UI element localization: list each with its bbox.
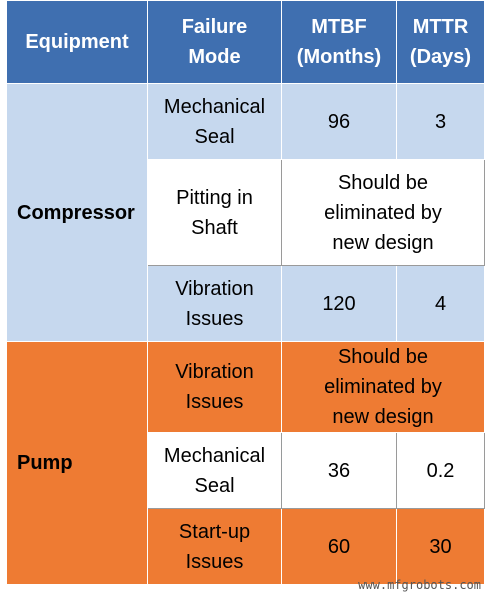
equipment-failure-table: Equipment Failure Mode MTBF (Months) MTTR(… [6,0,485,585]
failure-mode-cell: Mechanical Seal [147,432,282,509]
mtbf-cell: 120 [281,265,397,342]
failure-mode-cell: Vibration Issues [147,341,282,433]
equipment-compressor: Compressor [6,83,148,342]
failure-mode-cell: Mechanical Seal [147,83,282,160]
failure-mode-cell: Vibration Issues [147,265,282,342]
mtbf-cell: 60 [281,508,397,585]
header-mtbf: MTBF (Months) [281,0,397,84]
header-failure-mode: Failure Mode [147,0,282,84]
mttr-cell: 30 [396,508,485,585]
design-note-cell: Should be eliminated by new design [281,159,485,266]
design-note-cell: Should be eliminated by new design [281,341,485,433]
failure-mode-cell: Start-up Issues [147,508,282,585]
mttr-cell: 3 [396,83,485,160]
table-row: Pump Vibration Issues Should be eliminated… [6,341,485,585]
mttr-cell: 0.2 [396,432,485,509]
table-row: Mechanical Seal 36 0.2 [7,432,485,509]
table-row: Pitting in Shaft Should be eliminated by ne… [7,159,485,266]
equipment-pump: Pump [6,341,148,585]
table-row: Start-up Issues 60 30 [7,508,485,585]
table-row: Compressor Mechanical Seal 96 3 [6,83,485,342]
mtbf-cell: 36 [281,432,397,509]
header-equipment: Equipment [6,0,148,84]
mtbf-cell: 96 [281,83,397,160]
mttr-cell: 4 [396,265,485,342]
header-row: Equipment Failure Mode MTBF (Months) MTTR(… [6,0,485,84]
header-mttr: MTTR (Days) [396,0,485,84]
table-row: Vibration Issues 120 4 [7,265,485,342]
watermark: www.mfgrobots.com [358,578,481,592]
failure-mode-cell: Pitting in Shaft [147,159,282,266]
